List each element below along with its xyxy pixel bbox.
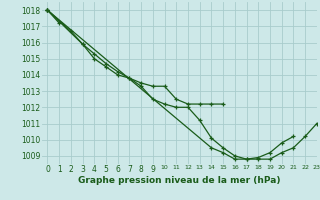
- X-axis label: Graphe pression niveau de la mer (hPa): Graphe pression niveau de la mer (hPa): [78, 176, 280, 185]
